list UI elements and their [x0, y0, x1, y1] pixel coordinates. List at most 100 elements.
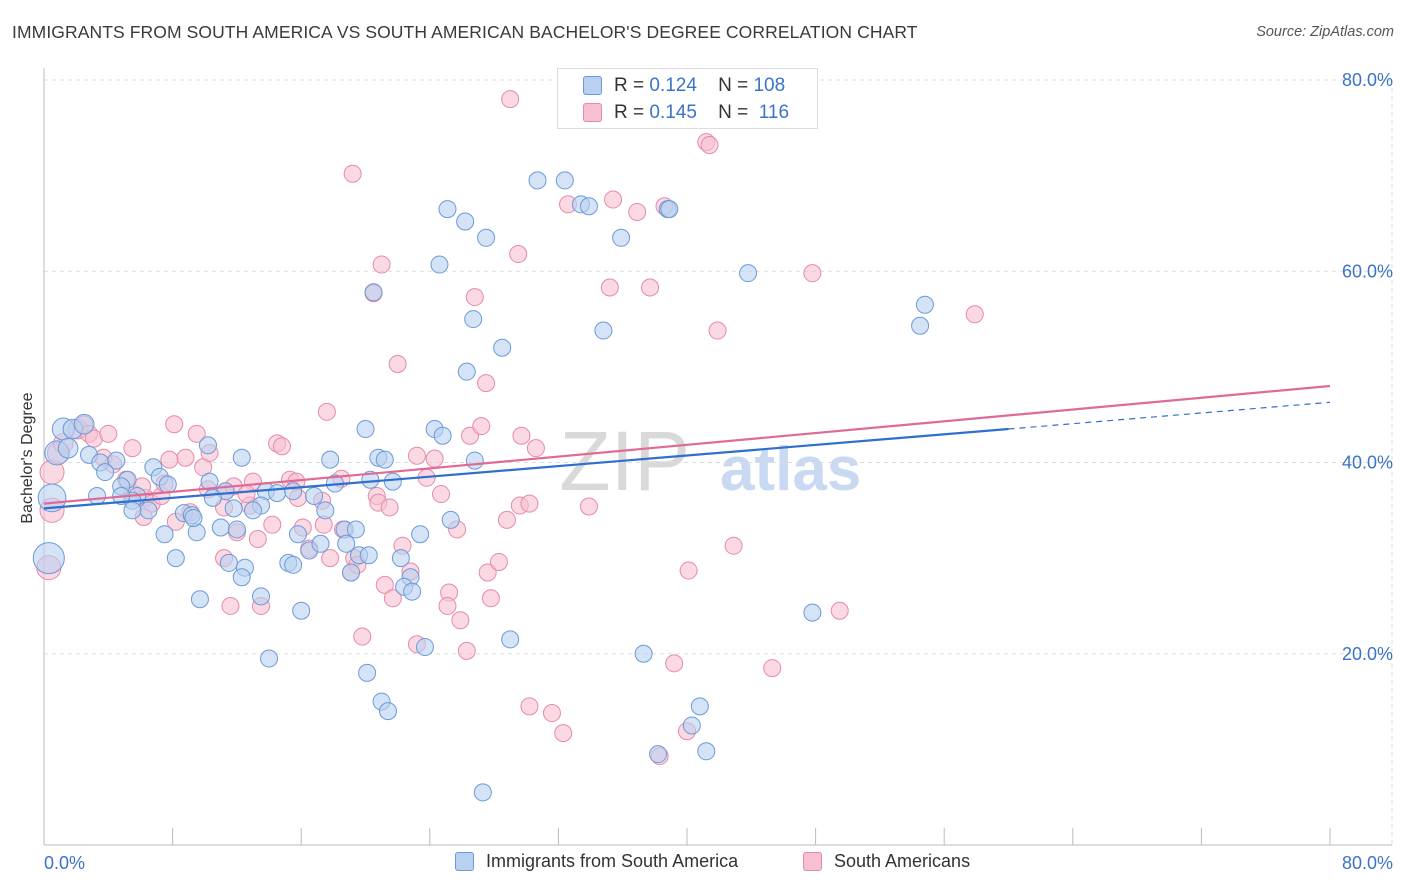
immigrants-point-76 [415, 638, 434, 657]
immigrants-point-98 [739, 264, 758, 283]
legend-bottom-label-blue: Immigrants from South America [486, 851, 739, 871]
south-americans-point-115 [123, 439, 142, 458]
south-americans-point-88 [641, 278, 660, 297]
immigrants-point-25 [198, 436, 217, 455]
south-americans-point-64 [425, 449, 444, 468]
watermark: ZIP atlas [559, 414, 861, 508]
immigrants-point-106 [284, 482, 303, 501]
immigrants-point-82 [477, 228, 496, 247]
south-americans-point-58 [383, 589, 402, 608]
legend-r-value-blue: 0.124 [649, 75, 697, 96]
south-americans-point-56 [380, 498, 399, 517]
immigrants-point-94 [660, 200, 679, 219]
trend-line-immigrants [43, 427, 1009, 510]
immigrants-point-6 [57, 437, 79, 459]
immigrants-point-85 [528, 171, 547, 190]
immigrants-point-30 [232, 448, 251, 467]
legend-bottom-label-pink: South Americans [834, 851, 971, 871]
legend-n-label-blue: N = [718, 75, 749, 96]
legend-stats: R = 0.124 N = 108 R = 0.145 N = 116 [557, 68, 818, 129]
immigrants-point-10 [96, 463, 115, 482]
south-americans-point-106 [477, 374, 496, 393]
immigrants-point-38 [232, 568, 251, 587]
south-americans-point-70 [457, 641, 476, 660]
legend-r-label-blue: R = [614, 75, 645, 96]
south-americans-point-47 [317, 402, 336, 421]
immigrants-point-57 [359, 546, 378, 565]
trend-lines [43, 384, 1331, 510]
immigrants-point-36 [166, 549, 185, 568]
chart-title: IMMIGRANTS FROM SOUTH AMERICA VS SOUTH A… [12, 22, 918, 42]
immigrants-point-28 [224, 499, 243, 518]
x-tick-label-max: 80.0% [1342, 853, 1393, 873]
immigrants-point-53 [337, 534, 356, 553]
legend-n-value-blue: 108 [753, 75, 786, 96]
south-americans-point-95 [700, 136, 719, 155]
immigrants-point-1 [32, 542, 65, 575]
immigrants-point-92 [649, 745, 668, 764]
south-americans-point-53 [353, 627, 372, 646]
immigrants-point-96 [690, 697, 709, 716]
south-americans-point-99 [803, 264, 822, 283]
immigrants-point-39 [190, 590, 209, 609]
legend-swatch-blue [583, 76, 602, 95]
south-americans-point-105 [465, 288, 484, 307]
immigrants-point-71 [356, 420, 375, 439]
immigrants-point-81 [464, 310, 483, 329]
legend-item-south-americans: South Americans [803, 851, 970, 872]
trend-line-south-americans [43, 384, 1331, 505]
south-americans-point-97 [724, 536, 743, 555]
south-americans-point-65 [432, 485, 451, 504]
legend-stats-row-pink: R = 0.145 N = 116 [583, 101, 789, 125]
immigrants-point-50 [321, 450, 340, 469]
south-americans-point-23 [165, 415, 184, 434]
immigrants-point-88 [579, 197, 598, 216]
immigrants-point-65 [403, 582, 422, 601]
immigrants-point-97 [697, 742, 716, 761]
south-americans-point-81 [542, 704, 561, 723]
south-americans-point-102 [343, 164, 362, 183]
immigrants-point-41 [260, 649, 279, 668]
immigrants-point-80 [457, 362, 476, 381]
immigrants-point-69 [441, 510, 460, 529]
immigrants-point-20 [123, 501, 142, 520]
series-immigrants-from-south-america [32, 171, 934, 802]
immigrants-point-62 [391, 549, 410, 568]
immigrants-point-23 [155, 525, 174, 544]
immigrants-point-68 [433, 426, 452, 445]
south-americans-point-112 [263, 515, 282, 534]
immigrants-point-33 [268, 484, 287, 503]
legend-stats-row-blue: R = 0.124 N = 108 [583, 74, 786, 98]
immigrants-point-86 [555, 171, 574, 190]
south-americans-point-22 [160, 450, 179, 469]
south-americans-point-79 [526, 439, 545, 458]
legend-bottom-swatch-pink [803, 852, 822, 871]
immigrants-point-55 [342, 563, 361, 582]
south-americans-point-67 [438, 596, 457, 615]
south-americans-point-96 [708, 321, 727, 340]
immigrants-point-100 [911, 316, 930, 335]
immigrants-point-75 [379, 702, 398, 721]
immigrants-point-103 [184, 508, 203, 527]
south-americans-point-75 [489, 552, 508, 571]
immigrants-point-18 [158, 475, 177, 494]
y-tick-label-60: 60.0% [1342, 261, 1393, 281]
y-tick-label-20: 20.0% [1342, 644, 1393, 664]
south-americans-point-82 [554, 724, 573, 743]
immigrants-point-77 [430, 255, 449, 274]
immigrants-point-73 [358, 663, 377, 682]
legend-item-immigrants: Immigrants from South America [455, 851, 738, 872]
watermark-atlas: atlas [720, 435, 861, 504]
tick-labels: 20.0% 40.0% 60.0% 80.0% 0.0% 80.0% [44, 70, 1393, 873]
south-americans-point-38 [272, 437, 291, 456]
south-americans-point-101 [965, 305, 984, 324]
south-americans-point-62 [407, 446, 426, 465]
south-americans-point-100 [830, 601, 849, 620]
south-americans-point-76 [497, 510, 516, 529]
south-americans-point-87 [628, 202, 647, 221]
immigrants-point-35 [227, 520, 246, 539]
south-americans-point-98 [763, 659, 782, 678]
immigrants-point-34 [211, 518, 230, 537]
south-americans-point-103 [509, 245, 528, 264]
